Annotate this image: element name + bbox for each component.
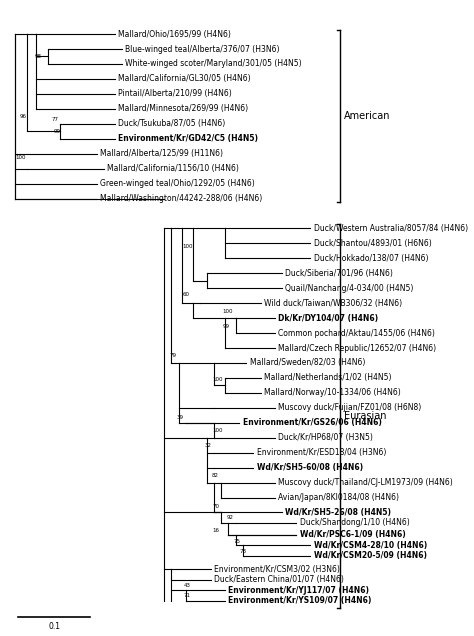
Text: 100: 100 (212, 428, 223, 433)
Text: Wd/Kr/PSC6-1/09 (H4N6): Wd/Kr/PSC6-1/09 (H4N6) (300, 530, 405, 539)
Text: Dk/Kr/DY104/07 (H4N6): Dk/Kr/DY104/07 (H4N6) (278, 314, 378, 322)
Text: Muscovy duck/Thailand/CJ-LM1973/09 (H4N6): Muscovy duck/Thailand/CJ-LM1973/09 (H4N6… (278, 478, 453, 487)
Text: Environment/Kr/GS26/06 (H4N6): Environment/Kr/GS26/06 (H4N6) (243, 418, 382, 427)
Text: Environment/Kr/ESD18/04 (H3N6): Environment/Kr/ESD18/04 (H3N6) (257, 448, 386, 457)
Text: 100: 100 (212, 377, 223, 382)
Text: 75: 75 (234, 539, 240, 544)
Text: Duck/Siberia/701/96 (H4N6): Duck/Siberia/701/96 (H4N6) (285, 269, 393, 278)
Text: Mallard/Sweden/82/03 (H4N6): Mallard/Sweden/82/03 (H4N6) (250, 359, 365, 368)
Text: 100: 100 (223, 308, 233, 314)
Text: 82: 82 (212, 473, 219, 478)
Text: 78: 78 (239, 550, 246, 555)
Text: Duck/Tsukuba/87/05 (H4N6): Duck/Tsukuba/87/05 (H4N6) (118, 120, 225, 128)
Text: Mallard/California/GL30/05 (H4N6): Mallard/California/GL30/05 (H4N6) (118, 74, 251, 83)
Text: Mallard/Ohio/1695/99 (H4N6): Mallard/Ohio/1695/99 (H4N6) (118, 29, 231, 39)
Text: 43: 43 (183, 583, 191, 588)
Text: Wd/Kr/CSM20-5/09 (H4N6): Wd/Kr/CSM20-5/09 (H4N6) (314, 551, 427, 560)
Text: 92: 92 (226, 515, 233, 520)
Text: Wild duck/Taiwan/WB306/32 (H4N6): Wild duck/Taiwan/WB306/32 (H4N6) (264, 299, 402, 308)
Text: Quail/Nanchang/4-034/00 (H4N5): Quail/Nanchang/4-034/00 (H4N5) (285, 284, 414, 293)
Text: Duck/Eastern China/01/07 (H4N6): Duck/Eastern China/01/07 (H4N6) (214, 575, 344, 584)
Text: 96: 96 (20, 114, 27, 120)
Text: Mallard/Minnesota/269/99 (H4N6): Mallard/Minnesota/269/99 (H4N6) (118, 104, 248, 113)
Text: Mallard/Netherlands/1/02 (H4N5): Mallard/Netherlands/1/02 (H4N5) (264, 373, 392, 382)
Text: 16: 16 (212, 529, 219, 534)
Text: 99: 99 (54, 129, 61, 134)
Text: Avian/Japan/8KI0184/08 (H4N6): Avian/Japan/8KI0184/08 (H4N6) (278, 493, 399, 502)
Text: 70: 70 (212, 504, 219, 509)
Text: Muscovy duck/Fujian/FZ01/08 (H6N8): Muscovy duck/Fujian/FZ01/08 (H6N8) (278, 403, 421, 412)
Text: Blue-winged teal/Alberta/376/07 (H3N6): Blue-winged teal/Alberta/376/07 (H3N6) (125, 45, 280, 53)
Text: Mallard/California/1156/10 (H4N6): Mallard/California/1156/10 (H4N6) (108, 164, 239, 173)
Text: Pintail/Alberta/210/99 (H4N6): Pintail/Alberta/210/99 (H4N6) (118, 90, 232, 99)
Text: Environment/Kr/CSM3/02 (H3N6): Environment/Kr/CSM3/02 (H3N6) (214, 565, 340, 574)
Text: Wd/Kr/CSM4-28/10 (H4N6): Wd/Kr/CSM4-28/10 (H4N6) (314, 541, 427, 550)
Text: Duck/Shantou/4893/01 (H6N6): Duck/Shantou/4893/01 (H6N6) (314, 239, 432, 248)
Text: Mallard/Norway/10-1334/06 (H4N6): Mallard/Norway/10-1334/06 (H4N6) (264, 389, 401, 398)
Text: 79: 79 (169, 354, 176, 359)
Text: Mallard/Czech Republic/12652/07 (H4N6): Mallard/Czech Republic/12652/07 (H4N6) (278, 343, 437, 352)
Text: Duck/Hokkado/138/07 (H4N6): Duck/Hokkado/138/07 (H4N6) (314, 254, 428, 263)
Text: Mallard/Alberta/125/99 (H11N6): Mallard/Alberta/125/99 (H11N6) (100, 149, 223, 158)
Text: Eurasian: Eurasian (344, 411, 386, 421)
Text: 32: 32 (205, 443, 212, 448)
Text: White-winged scoter/Maryland/301/05 (H4N5): White-winged scoter/Maryland/301/05 (H4N… (125, 60, 302, 69)
Text: Wd/Kr/SH5-26/08 (H4N5): Wd/Kr/SH5-26/08 (H4N5) (285, 508, 392, 517)
Text: 99: 99 (223, 324, 230, 329)
Text: 0.1: 0.1 (48, 623, 60, 632)
Text: Environment/Kr/YS109/07 (H4N6): Environment/Kr/YS109/07 (H4N6) (228, 596, 372, 605)
Text: Duck/Shandong/1/10 (H4N6): Duck/Shandong/1/10 (H4N6) (300, 518, 410, 527)
Text: American: American (344, 111, 390, 121)
Text: 100: 100 (15, 155, 25, 160)
Text: 77: 77 (51, 117, 58, 122)
Text: 71: 71 (183, 593, 191, 598)
Text: 100: 100 (182, 244, 192, 249)
Text: Common pochard/Aktau/1455/06 (H4N6): Common pochard/Aktau/1455/06 (H4N6) (278, 329, 435, 338)
Text: Environment/Kr/GD42/C5 (H4N5): Environment/Kr/GD42/C5 (H4N5) (118, 134, 258, 143)
Text: Mallard/Washington/44242-288/06 (H4N6): Mallard/Washington/44242-288/06 (H4N6) (100, 194, 263, 203)
Text: 60: 60 (182, 292, 189, 297)
Text: Wd/Kr/SH5-60/08 (H4N6): Wd/Kr/SH5-60/08 (H4N6) (257, 463, 363, 472)
Text: Environment/Kr/YJ117/07 (H4N6): Environment/Kr/YJ117/07 (H4N6) (228, 586, 369, 595)
Text: Green-winged teal/Ohio/1292/05 (H4N6): Green-winged teal/Ohio/1292/05 (H4N6) (100, 179, 255, 188)
Text: Duck/Western Australia/8057/84 (H4N6): Duck/Western Australia/8057/84 (H4N6) (314, 224, 468, 233)
Text: 98: 98 (35, 55, 42, 60)
Text: Duck/Kr/HP68/07 (H3N5): Duck/Kr/HP68/07 (H3N5) (278, 433, 373, 442)
Text: 39: 39 (176, 415, 183, 420)
